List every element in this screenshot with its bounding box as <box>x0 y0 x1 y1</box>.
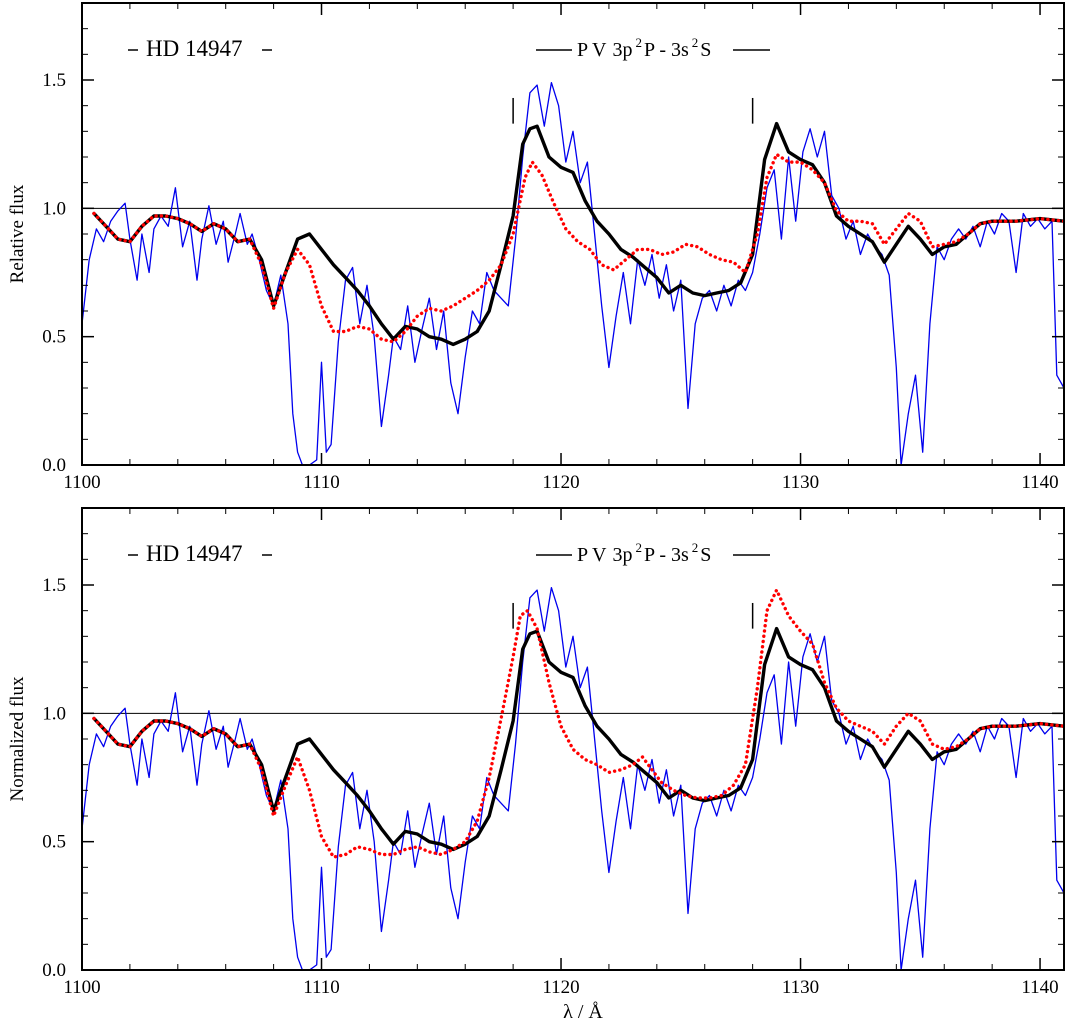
transition-label: P V 3p 2 P - 3s 2 S <box>577 35 711 61</box>
x-tick-label: 1130 <box>782 977 819 998</box>
x-tick-label: 1100 <box>63 977 100 998</box>
y-tick-label: 1.0 <box>42 198 66 219</box>
model-spectrum-line <box>92 626 1064 852</box>
observed-spectrum-line <box>82 81 1064 465</box>
y-tick-label: 0.5 <box>42 327 66 348</box>
x-tick-label: 1130 <box>782 472 819 493</box>
transition-text: P - 3s <box>644 39 689 61</box>
model-spectrum-dotted-line <box>92 152 1064 344</box>
x-axis-label: λ / Å <box>563 1001 603 1023</box>
series-group <box>82 586 1064 970</box>
transition-superscript: 2 <box>692 540 699 555</box>
star-name-label: HD 14947 <box>146 541 242 566</box>
x-tick-label: 1120 <box>542 472 579 493</box>
y-tick-label: 1.5 <box>42 70 66 91</box>
y-tick-label: 1.0 <box>42 703 66 724</box>
y-tick-label: 0.0 <box>42 960 66 981</box>
y-tick-label: 0.0 <box>42 455 66 476</box>
x-tick-label: 1110 <box>303 977 340 998</box>
top-panel-relative-flux: 1100 1110 1120 1130 1140 0.0 0.5 1.0 1.5 Relative… <box>7 2 1065 493</box>
y-axis-label: Relative flux <box>7 184 28 283</box>
x-tick-label: 1140 <box>1021 977 1058 998</box>
y-tick-label: 0.5 <box>42 832 66 853</box>
x-tick-label: 1110 <box>303 472 340 493</box>
transition-text: P V <box>577 39 607 61</box>
transition-label: P V 3p 2 P - 3s 2 S <box>577 540 711 566</box>
observed-spectrum-line <box>82 586 1064 970</box>
transition-text: 3p <box>612 544 632 566</box>
transition-text: S <box>700 544 711 566</box>
transition-superscript: 2 <box>692 35 699 50</box>
y-axis-label: Normalized flux <box>7 676 28 802</box>
transition-text: P - 3s <box>644 544 689 566</box>
series-group <box>82 81 1064 465</box>
x-tick-label: 1140 <box>1021 472 1058 493</box>
x-tick-label: 1100 <box>63 472 100 493</box>
transition-superscript: 2 <box>635 540 642 555</box>
x-tick-label: 1120 <box>542 977 579 998</box>
transition-text: S <box>700 39 711 61</box>
transition-superscript: 2 <box>635 35 642 50</box>
model-spectrum-line <box>92 121 1064 347</box>
model-spectrum-dotted-line <box>92 588 1064 859</box>
star-name-label: HD 14947 <box>146 36 242 61</box>
transition-text: P V <box>577 544 607 566</box>
bottom-panel-normalized-flux: 1100 1110 1120 1130 1140 0.0 0.5 1.0 1.5 Normaliz… <box>7 507 1065 1023</box>
y-tick-label: 1.5 <box>42 575 66 596</box>
transition-text: 3p <box>612 39 632 61</box>
